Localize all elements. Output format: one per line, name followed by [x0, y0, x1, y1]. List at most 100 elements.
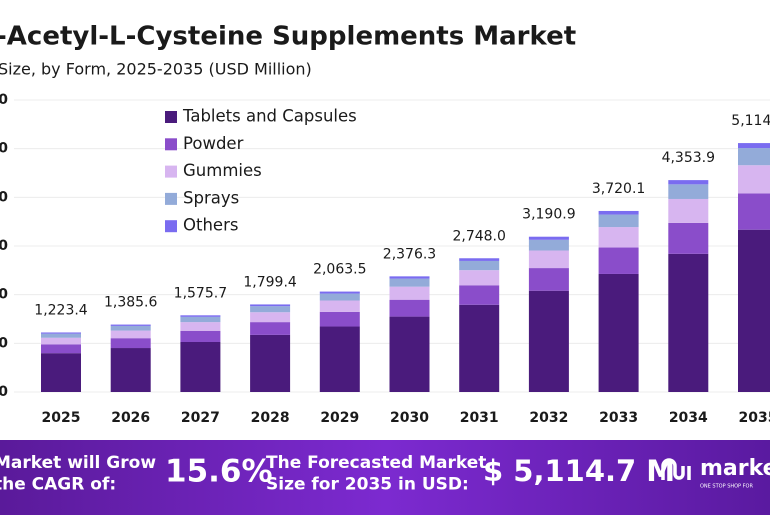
bar-segment: [738, 143, 770, 149]
bar-segment: [41, 344, 81, 354]
bar-segment: [598, 227, 639, 248]
bar-segment: [459, 270, 500, 286]
total-label: 3,720.1: [592, 181, 645, 197]
x-tick-label: 2031: [460, 410, 499, 426]
bar-segment: [180, 316, 221, 323]
bar-segment: [738, 193, 770, 230]
x-tick-label: 2030: [390, 410, 429, 426]
x-tick-label: 2033: [599, 410, 638, 426]
bar-segment: [668, 222, 709, 254]
bar-segment: [180, 315, 221, 317]
bar-segment: [41, 332, 81, 334]
total-label: 2,376.3: [383, 246, 436, 262]
bar-segment: [110, 348, 151, 392]
cagr-text: Market will Grow the CAGR of:: [0, 453, 156, 494]
legend-swatch: [165, 192, 177, 205]
bar-segment: [459, 285, 500, 305]
x-tick-label: 2032: [529, 410, 568, 426]
forecast-text: The Forecasted Market Size for 2035 in US…: [266, 453, 486, 494]
bar-segment: [389, 278, 430, 287]
bar-segment: [528, 268, 569, 291]
x-tick-label: 2025: [42, 410, 81, 426]
y-tick-label: 4,000: [0, 189, 8, 205]
forecast-value: $ 5,114.7 M: [483, 454, 675, 488]
bar-segment: [598, 214, 639, 228]
y-tick-label: 5,000: [0, 141, 8, 157]
bar-segment: [250, 334, 291, 392]
bar-segment: [598, 273, 639, 392]
bar-segment: [738, 148, 770, 166]
total-label: 2,748.0: [452, 228, 505, 244]
bar-segment: [389, 316, 430, 392]
bar-segment: [528, 290, 569, 392]
y-tick-label: 3,000: [0, 238, 8, 254]
bar-segment: [180, 341, 221, 392]
bar-segment: [668, 180, 709, 185]
bar-segment: [319, 291, 360, 294]
bar-segment: [250, 312, 291, 323]
footer-banner: [0, 440, 770, 515]
y-tick-label: 6,000: [0, 92, 8, 108]
logo-tagline: ONE STOP SHOP FOR: [700, 484, 753, 490]
bar-segment: [250, 322, 291, 335]
bar-segment: [738, 165, 770, 194]
bar-segment: [528, 250, 569, 269]
bar-segment: [41, 333, 81, 338]
bar-segment: [668, 184, 709, 199]
bar-segment: [738, 229, 770, 392]
bar-segment: [598, 210, 639, 215]
y-tick-label: 0: [0, 384, 8, 400]
total-label: 1,799.4: [243, 274, 297, 290]
total-label: 1,385.6: [104, 295, 158, 311]
bar-segment: [528, 239, 569, 251]
bar-segment: [389, 276, 430, 279]
x-tick-label: 2029: [320, 410, 359, 426]
bar-segment: [319, 300, 360, 312]
total-label: 4,353.9: [662, 150, 715, 166]
bar-segment: [41, 353, 81, 392]
bar-segment: [319, 311, 360, 327]
legend-swatch: [165, 165, 177, 178]
x-tick-label: 2034: [669, 410, 708, 426]
bar-segment: [459, 304, 500, 392]
bar-segment: [319, 326, 360, 392]
bar-segment: [110, 325, 151, 331]
chart-title: -Acetyl-L-Cysteine Supplements Market: [0, 22, 576, 52]
y-tick-label: 2,000: [0, 287, 8, 303]
bar-segment: [459, 258, 500, 261]
bar-segment: [668, 253, 709, 392]
bar-segment: [668, 198, 709, 223]
bar-segment: [319, 293, 360, 301]
total-label: 5,114.7: [731, 113, 770, 129]
bar-segment: [180, 322, 221, 331]
logo-icon: [661, 458, 691, 480]
bar-segment: [389, 299, 430, 317]
bar-segment: [180, 330, 221, 342]
bar-segment: [250, 304, 291, 307]
cagr-value: 15.6%: [165, 454, 273, 490]
legend-label: Others: [183, 216, 238, 235]
logo: market: [700, 456, 770, 481]
legend-label: Sprays: [183, 188, 239, 207]
bar-segment: [110, 330, 151, 339]
x-tick-label: 2026: [111, 410, 150, 426]
legend-swatch: [165, 220, 177, 233]
x-tick-label: 2027: [181, 410, 220, 426]
total-label: 3,190.9: [522, 207, 575, 223]
x-tick-label: 2035: [739, 410, 770, 426]
total-label: 1,223.4: [34, 302, 88, 318]
y-tick-label: 1,000: [0, 335, 8, 351]
bar-segment: [250, 306, 291, 313]
total-label: 1,575.7: [174, 285, 227, 301]
legend-swatch: [165, 138, 177, 151]
legend-label: Powder: [183, 134, 244, 153]
bar-segment: [598, 247, 639, 274]
bar-segment: [41, 337, 81, 345]
chart-subtitle: Size, by Form, 2025-2035 (USD Million): [0, 60, 312, 79]
x-tick-label: 2028: [251, 410, 290, 426]
bar-segment: [389, 286, 430, 300]
bar-segment: [528, 236, 569, 240]
legend-swatch: [165, 111, 177, 123]
